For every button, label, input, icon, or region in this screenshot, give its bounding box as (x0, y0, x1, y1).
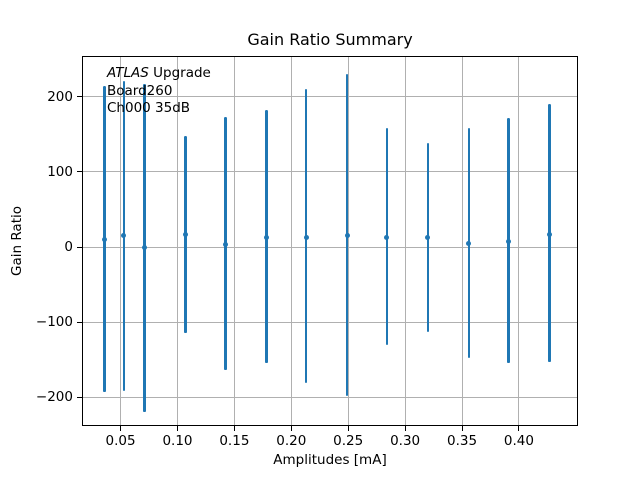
x-gridline (347, 57, 349, 425)
data-point-marker (547, 231, 553, 237)
y-tick-mark (77, 171, 82, 173)
x-tick-label: 0.25 (333, 433, 364, 449)
x-tick-mark (461, 426, 463, 431)
y-gridline (83, 246, 577, 248)
data-point-marker (141, 245, 147, 251)
y-tick-label: −100 (35, 314, 73, 331)
plot-area: ATLAS Upgrade Board260 Ch000 35dB (83, 57, 577, 425)
y-gridline (83, 171, 577, 173)
data-point-marker (344, 233, 350, 239)
x-gridline (290, 57, 292, 425)
y-tick-mark (77, 321, 82, 323)
x-tick-label: 0.30 (390, 433, 421, 449)
plot-annotation: ATLAS Upgrade Board260 Ch000 35dB (107, 65, 211, 118)
x-gridline (461, 57, 463, 425)
annotation-board: Board260 (107, 82, 173, 99)
annotation-upgrade: Upgrade (148, 65, 211, 81)
annotation-experiment: ATLAS (107, 65, 149, 81)
y-gridline (83, 321, 577, 323)
y-tick-label: −200 (35, 389, 73, 406)
chart-title: Gain Ratio Summary (247, 30, 413, 49)
y-gridline (83, 96, 577, 98)
data-point-marker (222, 242, 228, 248)
data-point-marker (303, 235, 309, 241)
x-tick-label: 0.20 (276, 433, 307, 449)
x-gridline (120, 57, 122, 425)
x-tick-label: 0.10 (162, 433, 193, 449)
data-point-marker (102, 236, 108, 242)
data-point-marker (121, 233, 127, 239)
data-point-marker (466, 240, 472, 246)
data-point-marker (425, 235, 431, 241)
y-tick-mark (77, 246, 82, 248)
data-point-marker (506, 238, 512, 244)
y-gridline (83, 396, 577, 398)
data-point-marker (182, 232, 188, 238)
x-gridline (518, 57, 520, 425)
annotation-channel: Ch000 35dB (107, 100, 191, 116)
x-tick-label: 0.05 (105, 433, 136, 449)
x-tick-mark (176, 426, 178, 431)
y-tick-mark (77, 396, 82, 398)
y-tick-mark (77, 96, 82, 98)
x-tick-mark (233, 426, 235, 431)
data-point-marker (263, 235, 269, 241)
x-tick-mark (347, 426, 349, 431)
x-tick-mark (120, 426, 122, 431)
data-point-marker (384, 235, 390, 241)
x-gridline (176, 57, 178, 425)
y-tick-label: 200 (47, 88, 73, 105)
y-tick-label: 100 (47, 163, 73, 180)
y-tick-label: 0 (64, 239, 73, 255)
x-tick-mark (518, 426, 520, 431)
x-gridline (233, 57, 235, 425)
x-axis-label: Amplitudes [mA] (273, 452, 387, 468)
x-tick-label: 0.40 (503, 433, 534, 449)
x-tick-label: 0.35 (447, 433, 478, 449)
x-tick-label: 0.15 (219, 433, 250, 449)
x-gridline (404, 57, 406, 425)
x-tick-mark (404, 426, 406, 431)
x-tick-mark (290, 426, 292, 431)
